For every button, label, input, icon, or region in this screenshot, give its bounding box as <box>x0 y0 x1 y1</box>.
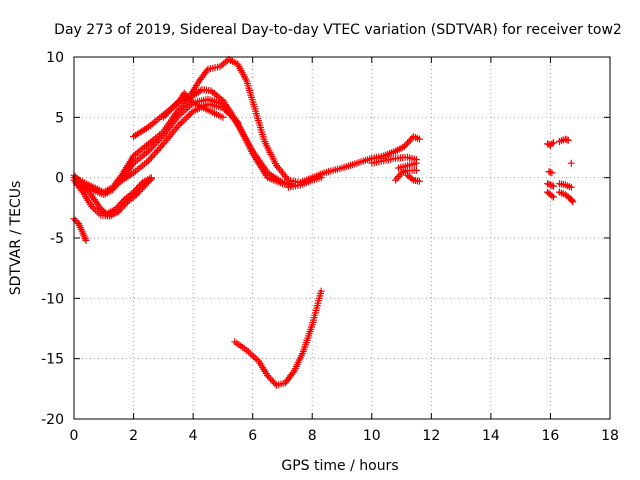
y-tick-label: -10 <box>41 291 64 307</box>
y-tick-label: -20 <box>41 412 64 428</box>
y-tick-labels: -20 -15 -10 -5 0 5 10 <box>41 50 64 428</box>
x-tick-label: 10 <box>363 428 381 444</box>
series-track-17 <box>567 159 575 167</box>
x-tick-label: 2 <box>129 428 138 444</box>
chart-title: Day 273 of 2019, Sidereal Day-to-day VTE… <box>54 22 622 38</box>
series-track-14 <box>404 171 423 185</box>
series-track-22 <box>555 188 577 206</box>
data-point-markers <box>392 166 420 184</box>
y-tick-label: 0 <box>55 171 64 187</box>
series-track-12 <box>395 159 420 172</box>
x-tick-label: 14 <box>482 428 500 444</box>
series-track-9 <box>284 174 325 191</box>
series-track-21 <box>555 180 575 191</box>
data-point-markers <box>555 135 572 145</box>
data-point-markers <box>545 168 556 177</box>
data-series <box>70 55 577 389</box>
series-track-10 <box>368 153 420 167</box>
data-point-markers <box>231 287 325 389</box>
series-track-5 <box>73 95 295 199</box>
data-point-markers <box>404 171 423 185</box>
data-point-markers <box>544 180 557 190</box>
series-track-18 <box>545 168 556 177</box>
data-point-markers <box>159 55 388 186</box>
x-tick-labels: 0 2 4 6 8 10 12 14 16 18 <box>70 428 619 444</box>
data-point-markers <box>115 100 242 186</box>
series-track-13 <box>392 166 420 184</box>
data-point-markers <box>544 188 557 201</box>
data-point-markers <box>555 188 577 206</box>
y-tick-label: -5 <box>50 231 64 247</box>
data-point-markers <box>555 180 575 191</box>
x-tick-label: 0 <box>70 428 79 444</box>
x-tick-label: 18 <box>601 428 619 444</box>
x-tick-label: 16 <box>542 428 560 444</box>
series-track-8 <box>159 55 388 186</box>
series-track-23 <box>231 287 325 389</box>
x-tick-label: 12 <box>422 428 440 444</box>
series-track-6 <box>115 100 242 186</box>
x-axis-label: GPS time / hours <box>281 458 398 474</box>
data-point-markers <box>73 95 295 199</box>
data-point-markers <box>70 215 90 244</box>
plot-frame <box>73 56 611 420</box>
data-point-markers <box>368 153 420 167</box>
series-track-15 <box>544 139 557 149</box>
data-point-markers <box>368 133 423 162</box>
series-track-11 <box>368 133 423 162</box>
series-track-16 <box>555 135 572 145</box>
y-tick-label: 5 <box>55 110 64 126</box>
y-tick-label: -15 <box>41 352 64 368</box>
data-point-markers <box>567 159 575 167</box>
axis-ticks <box>73 56 611 420</box>
y-axis-label: SDTVAR / TECUs <box>8 181 24 296</box>
x-tick-label: 8 <box>308 428 317 444</box>
series-track-1 <box>70 215 90 244</box>
data-point-markers <box>544 139 557 149</box>
x-tick-label: 6 <box>248 428 257 444</box>
y-tick-label: 10 <box>46 50 64 66</box>
series-track-19 <box>544 180 557 190</box>
data-point-markers <box>284 174 325 191</box>
x-tick-label: 4 <box>189 428 198 444</box>
series-track-20 <box>544 188 557 201</box>
grid-lines <box>74 57 610 419</box>
data-point-markers <box>395 159 420 172</box>
